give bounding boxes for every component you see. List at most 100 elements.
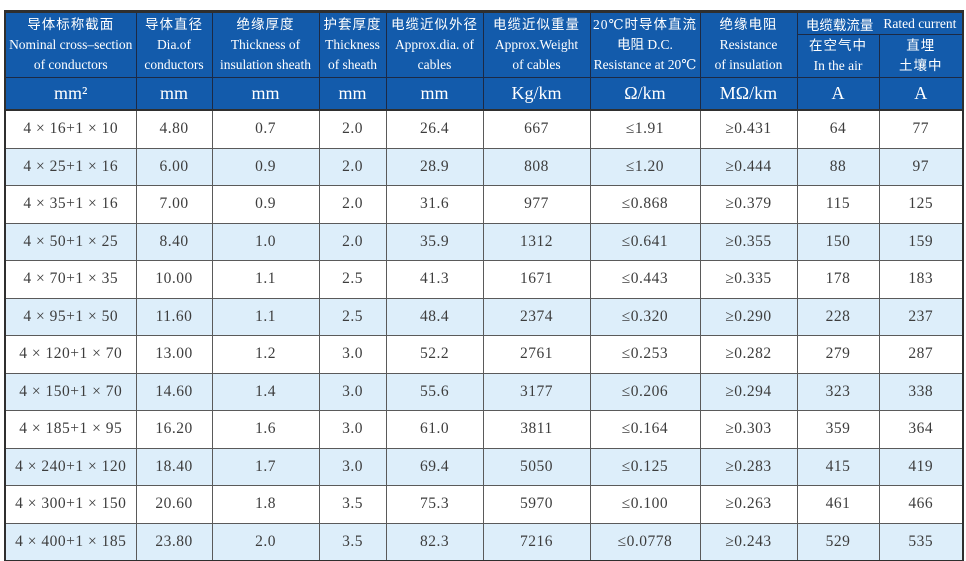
header-en: Resistance at 20℃	[593, 57, 697, 72]
cell: ≥0.243	[699, 522, 798, 561]
cell: 11.60	[135, 297, 213, 336]
cell: 4 × 16+1 × 10	[4, 109, 137, 149]
cell: 3.5	[318, 485, 387, 524]
cell: 75.3	[385, 485, 484, 524]
cell: 287	[878, 335, 964, 374]
table-row: 4 × 50+1 × 25 8.40 1.0 2.0 35.9 1312 ≤0.641 ≥0.…	[4, 222, 964, 261]
cell: 55.6	[385, 372, 484, 411]
unit-cell: mm	[318, 77, 387, 111]
cell: 2.0	[318, 147, 387, 186]
cell: 808	[482, 147, 591, 186]
unit-cell: mm²	[4, 77, 137, 111]
cell: 535	[878, 522, 964, 561]
cell: 529	[796, 522, 880, 561]
unit-cell: mm	[135, 77, 213, 111]
cell: 3811	[482, 410, 591, 449]
header-zh: 绝缘厚度	[236, 17, 295, 32]
cell: 13.00	[135, 335, 213, 374]
cell: 0.9	[211, 185, 320, 224]
header-row-main: 导体标称截面 Nominal cross–section of conducto…	[4, 11, 964, 78]
header-zh: 在空气中	[809, 38, 867, 53]
cell: 1.2	[211, 335, 320, 374]
cell: 69.4	[385, 447, 484, 486]
header-en: Approx.Weight	[494, 37, 579, 52]
header-en: of sheath	[327, 57, 378, 72]
cell: ≤0.868	[589, 185, 701, 224]
cell: 178	[796, 260, 880, 299]
header-zh: 电缆近似重量	[493, 17, 580, 32]
col-header-sheath-thickness: 护套厚度 Thickness of sheath	[318, 11, 387, 78]
cell: 2.5	[318, 260, 387, 299]
header-en: Thickness of	[230, 37, 301, 52]
unit-cell: MΩ/km	[699, 77, 798, 111]
header-en: Resistance	[719, 37, 778, 52]
cell: 4 × 50+1 × 25	[4, 222, 137, 261]
cell: 1.0	[211, 222, 320, 261]
cell: 31.6	[385, 185, 484, 224]
cell: 35.9	[385, 222, 484, 261]
cell: ≤0.206	[589, 372, 701, 411]
cell: 1.6	[211, 410, 320, 449]
cell: ≤0.641	[589, 222, 701, 261]
header-en: of cables	[512, 57, 561, 72]
cell: 977	[482, 185, 591, 224]
cell: 419	[878, 447, 964, 486]
cell: 4 × 25+1 × 16	[4, 147, 137, 186]
cell: 28.9	[385, 147, 484, 186]
cell: 1.1	[211, 297, 320, 336]
cell: 2761	[482, 335, 591, 374]
cell: ≤1.91	[589, 109, 701, 149]
cell: 52.2	[385, 335, 484, 374]
col-header-nominal-cross-section: 导体标称截面 Nominal cross–section of conducto…	[4, 11, 137, 78]
unit-cell: A	[878, 77, 964, 111]
header-zh: 土壤中	[899, 58, 943, 73]
cell: 1312	[482, 222, 591, 261]
cell: 150	[796, 222, 880, 261]
header-en: of conductors	[33, 57, 108, 72]
cell: 4 × 150+1 × 70	[4, 372, 137, 411]
col-header-dc-resistance: 20℃时导体直流 电阻 D.C. Resistance at 20℃	[589, 11, 701, 78]
table-body: 4 × 16+1 × 10 4.80 0.7 2.0 26.4 667 ≤1.91 ≥0.43…	[4, 109, 964, 561]
cell: ≤0.320	[589, 297, 701, 336]
header-zh: 导体直径	[145, 17, 203, 32]
cell: 364	[878, 410, 964, 449]
cell: 125	[878, 185, 964, 224]
table-row: 4 × 185+1 × 95 16.20 1.6 3.0 61.0 3811 ≤0.164 ≥…	[4, 410, 964, 449]
cell: 7.00	[135, 185, 213, 224]
header-zh: 导体标称截面	[27, 17, 115, 32]
header-zh: 护套厚度	[323, 17, 382, 32]
cell: 3.0	[318, 447, 387, 486]
cell: 323	[796, 372, 880, 411]
cell: 183	[878, 260, 964, 299]
cell: ≥0.303	[699, 410, 798, 449]
cell: 1.4	[211, 372, 320, 411]
cell: 3.0	[318, 335, 387, 374]
rated-current-zh: 电缆载流量	[805, 17, 874, 33]
col-header-conductor-diameter: 导体直径 Dia.of conductors	[135, 11, 213, 78]
cell: 7216	[482, 522, 591, 561]
table-row: 4 × 95+1 × 50 11.60 1.1 2.5 48.4 2374 ≤0.320 ≥0…	[4, 297, 964, 336]
cell: 3177	[482, 372, 591, 411]
cell: 5050	[482, 447, 591, 486]
cell: ≤1.20	[589, 147, 701, 186]
cell: 48.4	[385, 297, 484, 336]
cell: 5970	[482, 485, 591, 524]
cell: ≥0.355	[699, 222, 798, 261]
cell: 82.3	[385, 522, 484, 561]
cell: 159	[878, 222, 964, 261]
unit-cell: Ω/km	[589, 77, 701, 111]
col-header-insulation-resistance: 绝缘电阻 Resistance of insulation	[699, 11, 798, 78]
cell: 228	[796, 297, 880, 336]
cell: ≤0.253	[589, 335, 701, 374]
col-group-header-rated-current: 电缆载流量 Rated current	[796, 11, 964, 35]
header-zh: 电缆近似外径	[391, 17, 478, 32]
cell: ≥0.263	[699, 485, 798, 524]
cell: 338	[878, 372, 964, 411]
cell: 1.7	[211, 447, 320, 486]
header-en: 电阻 D.C.	[617, 37, 673, 52]
cell: 0.9	[211, 147, 320, 186]
cell: 2.0	[211, 522, 320, 561]
table-row: 4 × 70+1 × 35 10.00 1.1 2.5 41.3 1671 ≤0.443 ≥0…	[4, 260, 964, 299]
col-header-buried: 直埋 土壤中	[878, 34, 964, 78]
